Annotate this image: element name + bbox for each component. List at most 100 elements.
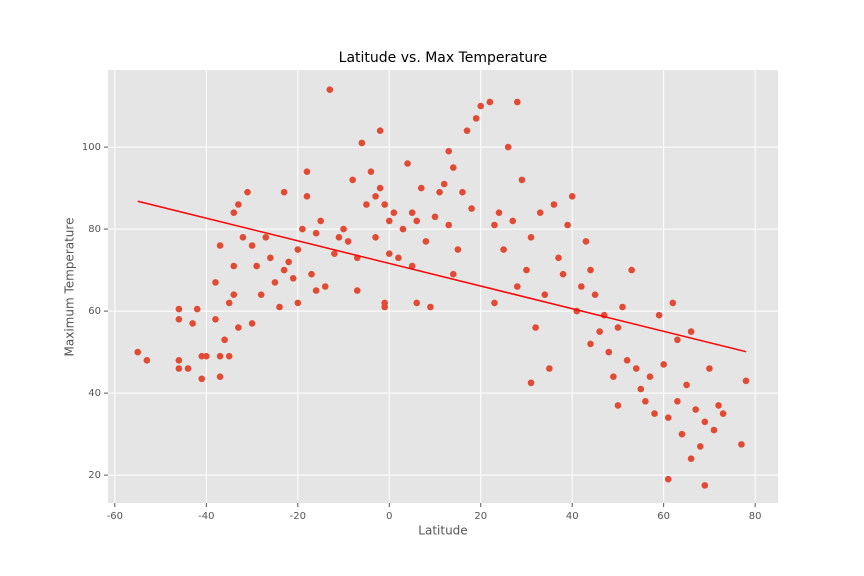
point <box>687 328 695 335</box>
point <box>555 254 562 262</box>
point <box>408 262 416 270</box>
point <box>422 238 430 245</box>
point <box>280 266 288 274</box>
point <box>303 168 311 175</box>
point <box>175 365 183 372</box>
plot-area <box>108 70 778 503</box>
point <box>468 205 475 212</box>
point <box>587 340 594 348</box>
point <box>367 168 375 175</box>
point <box>669 299 677 307</box>
x-tick-label: 60 <box>657 511 670 522</box>
point <box>701 482 709 489</box>
x-axis-label: Latitude <box>418 524 467 538</box>
point <box>491 299 498 307</box>
point <box>404 160 411 167</box>
point <box>449 270 457 278</box>
x-tick-label: -60 <box>107 511 123 522</box>
point <box>678 430 686 438</box>
point <box>353 287 361 294</box>
x-tick-label: 0 <box>386 511 392 522</box>
point <box>203 352 210 360</box>
point <box>623 357 631 364</box>
point <box>212 316 219 323</box>
point <box>257 291 265 299</box>
point <box>710 426 718 434</box>
point <box>235 324 242 331</box>
point <box>385 217 393 225</box>
point <box>696 443 704 450</box>
point <box>358 139 366 147</box>
point <box>664 414 672 422</box>
point <box>632 365 640 372</box>
point <box>596 328 603 335</box>
point <box>683 381 690 389</box>
point <box>674 398 681 405</box>
point <box>381 299 388 307</box>
point <box>239 233 247 241</box>
point <box>294 246 302 253</box>
point <box>664 475 672 483</box>
point <box>559 270 567 278</box>
y-tick-label: 20 <box>88 470 101 481</box>
trend-line <box>137 200 747 353</box>
point <box>546 365 553 372</box>
point <box>376 184 384 192</box>
point <box>445 147 453 155</box>
point <box>486 98 494 106</box>
point <box>244 188 251 196</box>
point <box>134 348 142 356</box>
point <box>230 291 238 299</box>
point <box>280 188 288 196</box>
point <box>550 201 558 208</box>
point <box>340 225 347 233</box>
point <box>363 201 370 208</box>
point <box>610 373 617 381</box>
point <box>344 238 352 245</box>
point <box>230 262 238 270</box>
point <box>738 441 745 448</box>
point <box>390 209 398 216</box>
point <box>175 357 183 364</box>
point <box>276 303 283 311</box>
point <box>642 398 649 405</box>
point <box>568 192 576 200</box>
point <box>440 180 448 188</box>
y-tick-label: 80 <box>88 224 101 235</box>
point <box>491 221 498 229</box>
point <box>326 86 334 93</box>
point <box>294 299 302 307</box>
point <box>312 229 320 237</box>
point <box>431 213 439 221</box>
point <box>605 348 613 356</box>
point <box>619 303 626 311</box>
point <box>225 352 233 360</box>
point <box>532 324 539 331</box>
point <box>692 406 699 413</box>
point <box>449 164 457 171</box>
x-tick-label: 20 <box>474 511 487 522</box>
point <box>628 266 635 274</box>
point <box>235 201 242 208</box>
point <box>701 418 709 426</box>
point <box>454 246 462 253</box>
point <box>472 115 480 122</box>
point <box>289 274 297 282</box>
point <box>514 283 521 290</box>
point <box>372 192 379 200</box>
point <box>536 209 544 216</box>
point <box>715 402 722 409</box>
point <box>184 365 192 372</box>
point <box>321 283 329 290</box>
point <box>331 250 338 257</box>
point <box>514 98 521 106</box>
point <box>445 221 453 229</box>
point <box>312 287 320 294</box>
point <box>582 238 590 245</box>
point <box>381 201 388 208</box>
point <box>248 242 256 249</box>
marks <box>134 86 750 489</box>
point <box>372 233 379 241</box>
point <box>417 184 425 192</box>
point <box>413 299 421 307</box>
